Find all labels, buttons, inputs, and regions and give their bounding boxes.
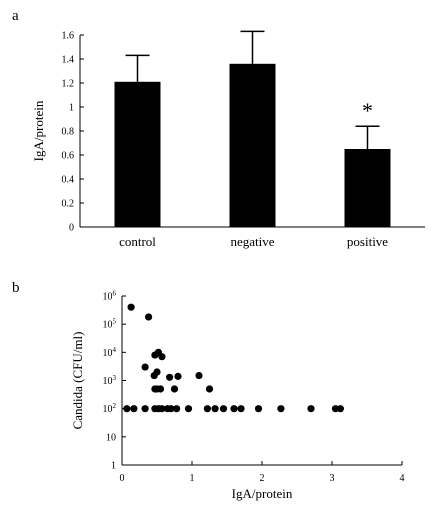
y-tick-label: 103 — [103, 374, 117, 387]
y-tick-exponent: 4 — [113, 346, 117, 354]
data-point — [141, 363, 149, 371]
data-point — [130, 405, 138, 413]
data-point — [195, 371, 203, 380]
y-tick-base: 10 — [103, 292, 113, 303]
bar — [114, 81, 161, 227]
data-point — [336, 405, 344, 413]
data-point — [158, 405, 166, 413]
y-tick-label: 105 — [103, 318, 117, 331]
data-point — [174, 372, 182, 380]
data-point — [123, 405, 131, 413]
y-tick-label: 1 — [111, 461, 116, 472]
y-tick-base: 10 — [103, 404, 113, 415]
y-tick-label: 0.8 — [62, 127, 75, 138]
bar — [344, 149, 391, 227]
y-tick-label: 0.6 — [62, 151, 75, 162]
panel-a-label: a — [12, 8, 19, 24]
data-point — [211, 405, 219, 413]
y-tick-label: 1.2 — [62, 79, 75, 90]
y-tick-label: 1.4 — [62, 55, 75, 66]
y-tick-label: 0.2 — [62, 199, 75, 210]
y-tick-label: 0.4 — [62, 175, 75, 186]
y-tick-label: 1.6 — [62, 31, 75, 42]
category-label: control — [119, 234, 156, 249]
x-tick-label: 0 — [120, 473, 125, 484]
data-point — [141, 405, 149, 413]
data-point — [158, 353, 166, 361]
data-point — [145, 313, 153, 321]
y-tick-exponent: 3 — [113, 374, 117, 382]
y-tick-label: 102 — [103, 402, 117, 415]
y-tick-exponent: 2 — [113, 402, 117, 410]
data-point — [184, 405, 193, 413]
bar — [229, 63, 276, 227]
data-point — [219, 405, 228, 413]
y-tick-label: 1 — [69, 103, 74, 114]
y-tick-base: 1 — [111, 461, 116, 472]
data-point — [203, 405, 211, 413]
y-axis-title: Candida (CFU/ml) — [70, 332, 85, 430]
data-point — [230, 405, 238, 413]
category-label: negative — [230, 234, 274, 249]
y-tick-base: 10 — [103, 348, 113, 359]
data-point — [173, 405, 181, 413]
significance-marker: * — [362, 98, 373, 123]
data-point — [170, 385, 179, 393]
y-tick-base: 10 — [103, 320, 113, 331]
y-tick-label: 10 — [106, 432, 116, 443]
data-point — [167, 405, 175, 413]
data-point — [237, 405, 245, 413]
y-tick-label: 0 — [69, 223, 74, 234]
x-tick-label: 2 — [260, 473, 265, 484]
data-point — [277, 405, 285, 413]
category-label: positive — [347, 234, 388, 249]
y-tick-base: 10 — [106, 432, 116, 443]
data-point — [205, 385, 214, 393]
y-tick-exponent: 6 — [113, 290, 117, 298]
data-point — [307, 405, 315, 413]
x-tick-label: 4 — [400, 473, 405, 484]
bar-chart: 0 0.2 0.4 0.6 0.8 1 1.2 1.4 1.6 control negative po… — [31, 31, 425, 249]
y-tick-label: 104 — [103, 346, 117, 359]
y-tick-base: 10 — [103, 376, 113, 387]
data-point — [254, 405, 263, 413]
data-point — [156, 385, 165, 393]
y-tick-exponent: 5 — [113, 318, 117, 326]
y-axis-title: IgA/protein — [31, 100, 46, 161]
x-tick-label: 3 — [330, 473, 335, 484]
panel-b-label: b — [12, 280, 20, 296]
x-axis-title: IgA/protein — [232, 486, 293, 501]
data-point — [127, 303, 135, 311]
data-point — [153, 368, 161, 376]
data-point — [166, 373, 174, 381]
y-tick-label: 106 — [103, 290, 117, 303]
x-tick-label: 1 — [190, 473, 195, 484]
